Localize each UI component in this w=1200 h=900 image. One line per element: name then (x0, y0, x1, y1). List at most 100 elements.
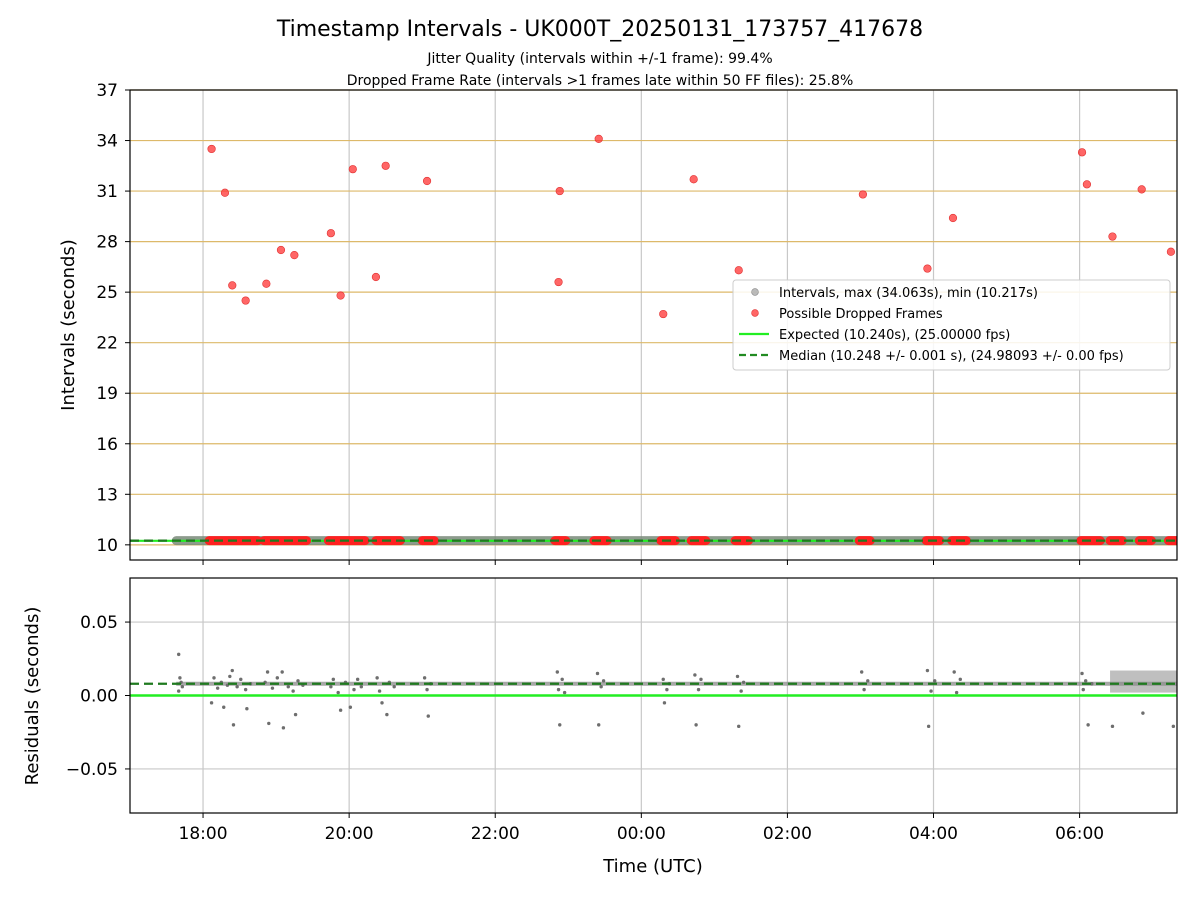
residual-point (693, 673, 697, 677)
dropped-frame-point (241, 296, 250, 305)
residual-point (929, 689, 933, 693)
residual-point (562, 690, 567, 695)
residual-point (862, 687, 866, 692)
residuals-panel: 18:00 20:00 22:00 00:00 02:00 04:00 06:00 0.05 0… (66, 577, 1178, 844)
dropped-frame-point (336, 291, 345, 300)
residual-point (665, 687, 669, 692)
top-y-tick-label: 37 (96, 81, 118, 101)
residual-point (1083, 679, 1088, 683)
dropped-frame-point (262, 279, 271, 288)
residual-point (662, 701, 667, 705)
residual-point (348, 705, 353, 709)
residual-point (281, 726, 286, 730)
bottom-y-tick-label: 0.05 (80, 613, 118, 633)
residuals-dense-band (1110, 670, 1177, 693)
dropped-frame-point (1166, 247, 1176, 256)
bottom-panel-frame (129, 577, 1178, 814)
dropped-frame-point (689, 175, 698, 184)
residual-point (336, 690, 340, 695)
dropped-frame-point (1137, 185, 1146, 194)
legend-entry-label: Median (10.248 +/- 0.001 s), (24.98093 +… (779, 349, 1124, 364)
dropped-frame-point (659, 309, 668, 319)
residual-point (1171, 724, 1176, 729)
residual-point (385, 712, 389, 717)
legend-entry-label: Intervals, max (34.063s), min (10.217s) (779, 286, 1038, 301)
x-tick-label: 20:00 (325, 824, 374, 844)
residual-point (1081, 687, 1085, 692)
residual-point (558, 723, 562, 727)
dropped-frame-point (276, 245, 286, 255)
residual-point (952, 670, 956, 674)
dropped-frame-point (555, 186, 564, 196)
residual-point (599, 684, 603, 689)
top-y-tick-label: 19 (96, 384, 118, 404)
residual-point (597, 723, 601, 727)
residual-point (176, 652, 181, 657)
residual-point (1080, 671, 1084, 676)
residual-point (735, 674, 740, 679)
residual-point (954, 690, 959, 695)
residual-point (267, 721, 271, 726)
dropped-frame-point (1108, 232, 1117, 241)
legend-entry-label: Expected (10.240s), (25.00000 fps) (779, 328, 1010, 343)
chart-subtitle-dropped: Dropped Frame Rate (intervals >1 frames … (347, 73, 854, 89)
top-y-tick-label: 34 (96, 132, 118, 152)
bottom-y-axis-label: Residuals (seconds) (22, 607, 43, 786)
residual-point (231, 723, 236, 727)
residual-point (293, 712, 298, 717)
residual-point (338, 708, 343, 712)
top-y-axis-label: Intervals (seconds) (58, 239, 79, 411)
dropped-frame-point (326, 229, 335, 238)
residual-point (866, 679, 870, 683)
residual-point (178, 676, 182, 680)
chart-title: Timestamp Intervals - UK000T_20250131_17… (276, 17, 923, 42)
top-y-tick-label: 22 (96, 334, 118, 354)
residual-point (230, 668, 234, 673)
dropped-frame-point (220, 188, 230, 197)
residual-point (291, 689, 295, 693)
residual-point (212, 676, 216, 680)
residual-point (180, 684, 185, 689)
residual-point (377, 689, 382, 693)
dropped-frame-point (290, 250, 299, 260)
dropped-frame-point (422, 176, 432, 186)
residual-point (243, 687, 248, 692)
bottom-y-tick-label: −0.05 (66, 760, 118, 780)
residual-point (1110, 724, 1115, 729)
residual-point (329, 684, 333, 689)
residual-point (694, 723, 698, 727)
residual-point (176, 689, 181, 693)
dropped-frame-point (371, 272, 381, 282)
dropped-frame-point (228, 281, 237, 290)
bottom-plot-area (130, 652, 1177, 730)
residual-point (380, 701, 384, 705)
residual-point (286, 684, 290, 689)
top-y-tick-label: 10 (96, 536, 118, 556)
top-panel-frame (129, 89, 1178, 561)
residual-point (280, 670, 284, 674)
top-y-tick-label: 31 (96, 182, 118, 202)
residual-point (352, 687, 356, 692)
legend: Intervals, max (34.063s), min (10.217s) P… (732, 279, 1171, 371)
legend-marker (751, 288, 759, 296)
legend-marker (751, 309, 759, 317)
x-axis-label: Time (UTC) (602, 856, 703, 877)
x-tick-label: 00:00 (617, 824, 666, 844)
residual-point (239, 677, 243, 682)
legend-box (732, 279, 1171, 371)
chart-subtitle-jitter: Jitter Quality (intervals within +/-1 fr… (426, 51, 772, 67)
residual-point (555, 670, 560, 674)
top-y-tick-label: 13 (96, 485, 118, 505)
residual-point (1086, 723, 1090, 727)
dropped-frame-point (923, 264, 932, 273)
dropped-frame-point (948, 213, 958, 223)
residual-point (425, 687, 429, 692)
top-y-tick-label: 16 (96, 435, 118, 455)
residual-point (595, 671, 600, 676)
x-tick-label: 04:00 (909, 824, 958, 844)
residual-point (859, 670, 864, 674)
residual-point (355, 677, 360, 682)
x-tick-label: 18:00 (179, 824, 228, 844)
residual-point (228, 674, 232, 679)
residual-point (601, 679, 606, 683)
